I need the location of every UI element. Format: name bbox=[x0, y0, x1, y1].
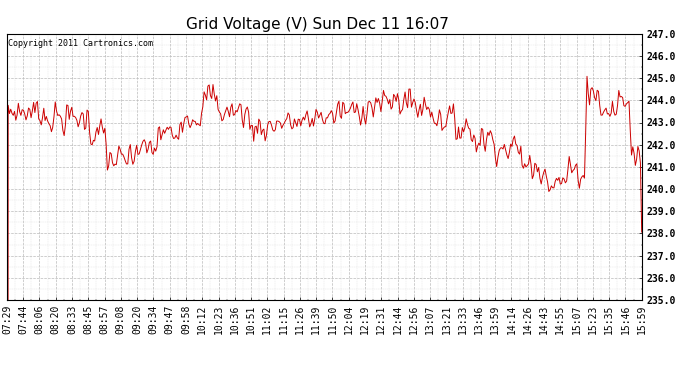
Text: Grid Voltage (V) Sun Dec 11 16:07: Grid Voltage (V) Sun Dec 11 16:07 bbox=[186, 17, 448, 32]
Text: Copyright 2011 Cartronics.com: Copyright 2011 Cartronics.com bbox=[8, 39, 153, 48]
